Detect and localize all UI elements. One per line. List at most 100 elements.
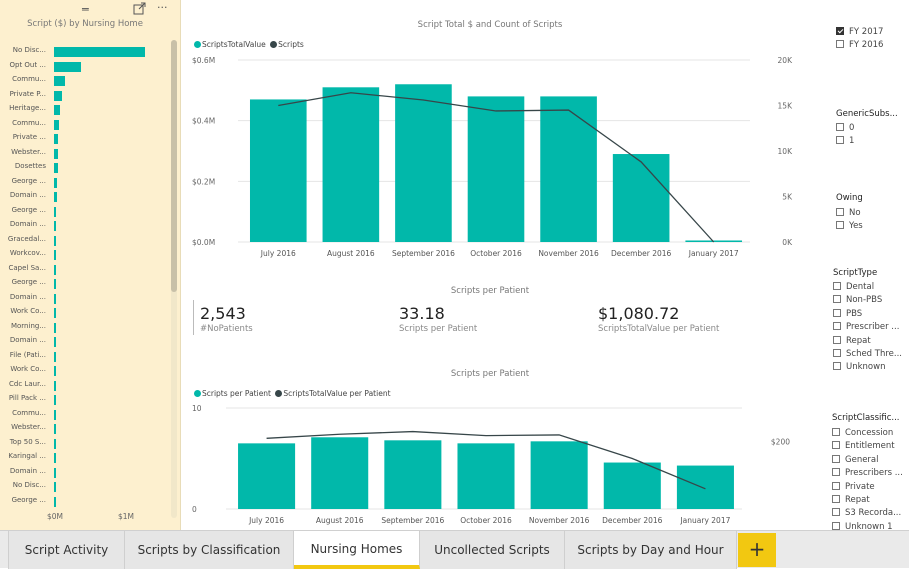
bar[interactable] — [54, 351, 56, 362]
bar[interactable] — [54, 119, 59, 130]
checkbox-icon[interactable] — [832, 508, 840, 517]
more-options-icon[interactable]: ··· — [157, 1, 168, 14]
slicer-option[interactable]: Repat — [832, 495, 870, 505]
checkbox-icon[interactable] — [832, 495, 840, 503]
left-scrollbar-thumb[interactable] — [171, 40, 177, 292]
checkbox-icon[interactable] — [832, 481, 840, 490]
bar — [238, 443, 296, 509]
checkbox-icon[interactable] — [833, 335, 841, 344]
bar[interactable] — [54, 482, 56, 492]
bar-label: Dosettes — [14, 162, 46, 170]
checkbox-icon[interactable] — [832, 468, 840, 477]
bar[interactable] — [54, 409, 56, 420]
bar[interactable] — [54, 496, 56, 507]
bar-label: File (Pati... — [9, 350, 46, 359]
focus-mode-icon[interactable] — [133, 2, 146, 18]
slicer-option[interactable]: FY 2016 — [836, 40, 883, 50]
tab-scripts-by-day-and-hour[interactable]: Scripts by Day and Hour — [565, 531, 737, 569]
tab-scripts-by-classification[interactable]: Scripts by Classification — [125, 531, 294, 569]
bar[interactable] — [54, 467, 56, 478]
checkbox-icon[interactable] — [833, 322, 841, 331]
bar[interactable] — [54, 264, 56, 275]
checkbox-icon[interactable] — [833, 295, 841, 304]
slicer-option[interactable]: FY 2017 — [836, 27, 883, 37]
bar[interactable] — [54, 250, 57, 260]
checkbox-icon[interactable] — [832, 521, 840, 530]
checkbox-icon[interactable] — [833, 362, 841, 371]
slicer-option[interactable]: Unknown — [833, 362, 885, 372]
legend-dot-teal — [194, 390, 201, 397]
bar — [384, 440, 442, 509]
checkbox-icon[interactable] — [833, 282, 841, 290]
bar[interactable] — [54, 177, 57, 188]
bar[interactable] — [54, 293, 56, 304]
checkbox-icon[interactable] — [833, 349, 841, 357]
slicer-option[interactable]: Dental — [833, 282, 874, 292]
bar[interactable] — [54, 308, 56, 318]
slicer-option-label: Prescribers ... — [845, 468, 903, 479]
bar-label: Commu... — [12, 75, 46, 83]
bar-label: Workcov... — [9, 249, 46, 257]
x-tick-label: September 2016 — [392, 249, 455, 258]
checkbox-checked-icon[interactable] — [836, 27, 844, 35]
tab-uncollected-scripts[interactable]: Uncollected Scripts — [420, 531, 565, 569]
bar[interactable] — [54, 76, 66, 86]
bar[interactable] — [54, 453, 56, 463]
slicer-title: ScriptType — [833, 268, 878, 278]
bar[interactable] — [54, 105, 61, 115]
bar[interactable] — [54, 206, 57, 217]
checkbox-icon[interactable] — [832, 454, 840, 463]
checkbox-icon[interactable] — [836, 136, 844, 145]
bar-label: George ... — [11, 495, 46, 504]
bar[interactable] — [54, 221, 57, 231]
bar[interactable] — [54, 192, 57, 202]
bottom-chart-legend: Scripts per Patient ScriptsTotalValue pe… — [194, 389, 391, 398]
bar[interactable] — [54, 279, 56, 289]
slicer-option[interactable]: No — [836, 208, 861, 218]
slicer-option[interactable]: S3 Recorda... — [832, 508, 901, 518]
bar[interactable] — [54, 61, 81, 72]
checkbox-icon[interactable] — [833, 308, 841, 317]
slicer-option[interactable]: Prescribers ... — [832, 468, 903, 478]
top-chart-title: Script Total $ and Count of Scripts — [417, 20, 563, 30]
slicer-option[interactable]: Concession — [832, 428, 893, 438]
checkbox-icon[interactable] — [836, 123, 844, 131]
slicer-option[interactable]: Private — [832, 481, 875, 492]
bar[interactable] — [54, 424, 56, 434]
tab-script-activity[interactable]: Script Activity — [8, 531, 125, 569]
bar[interactable] — [54, 134, 59, 144]
slicer-option[interactable]: General — [832, 454, 879, 465]
bar[interactable] — [54, 163, 58, 173]
checkbox-icon[interactable] — [836, 40, 844, 49]
bar[interactable] — [54, 47, 145, 57]
checkbox-icon[interactable] — [832, 428, 840, 436]
checkbox-icon[interactable] — [832, 441, 840, 450]
bar[interactable] — [54, 366, 56, 376]
bar-label: Pill Pack ... — [8, 394, 46, 402]
nursing-home-bar-panel[interactable]: ═ ··· Script ($) by Nursing Home No Disc… — [0, 0, 181, 530]
bar[interactable] — [54, 438, 56, 449]
tab-nursing-homes[interactable]: Nursing Homes — [294, 531, 420, 569]
slicer-option[interactable]: Yes — [836, 221, 863, 231]
slicer-option[interactable]: Entitlement — [832, 441, 895, 451]
bar[interactable] — [54, 235, 57, 246]
bar[interactable] — [54, 337, 56, 347]
slicer-option[interactable]: Repat — [833, 335, 871, 346]
bar[interactable] — [54, 148, 59, 159]
slicer-option[interactable]: Sched Thre... — [833, 349, 902, 359]
drag-handle-icon[interactable]: ═ — [82, 3, 89, 16]
bar[interactable] — [54, 380, 56, 391]
slicer-option[interactable]: Unknown 1 — [832, 521, 893, 532]
slicer-option[interactable]: 0 — [836, 123, 854, 133]
slicer-option[interactable]: Prescriber ... — [833, 322, 899, 332]
bar[interactable] — [54, 90, 63, 101]
add-page-button[interactable]: + — [738, 533, 776, 567]
bar[interactable] — [54, 322, 56, 333]
bar[interactable] — [54, 395, 56, 405]
checkbox-icon[interactable] — [836, 221, 844, 230]
slicer-option[interactable]: PBS — [833, 308, 862, 319]
checkbox-icon[interactable] — [836, 208, 844, 216]
bar-label: Domain ... — [9, 336, 46, 344]
slicer-option[interactable]: 1 — [836, 136, 854, 146]
slicer-option[interactable]: Non-PBS — [833, 295, 882, 305]
